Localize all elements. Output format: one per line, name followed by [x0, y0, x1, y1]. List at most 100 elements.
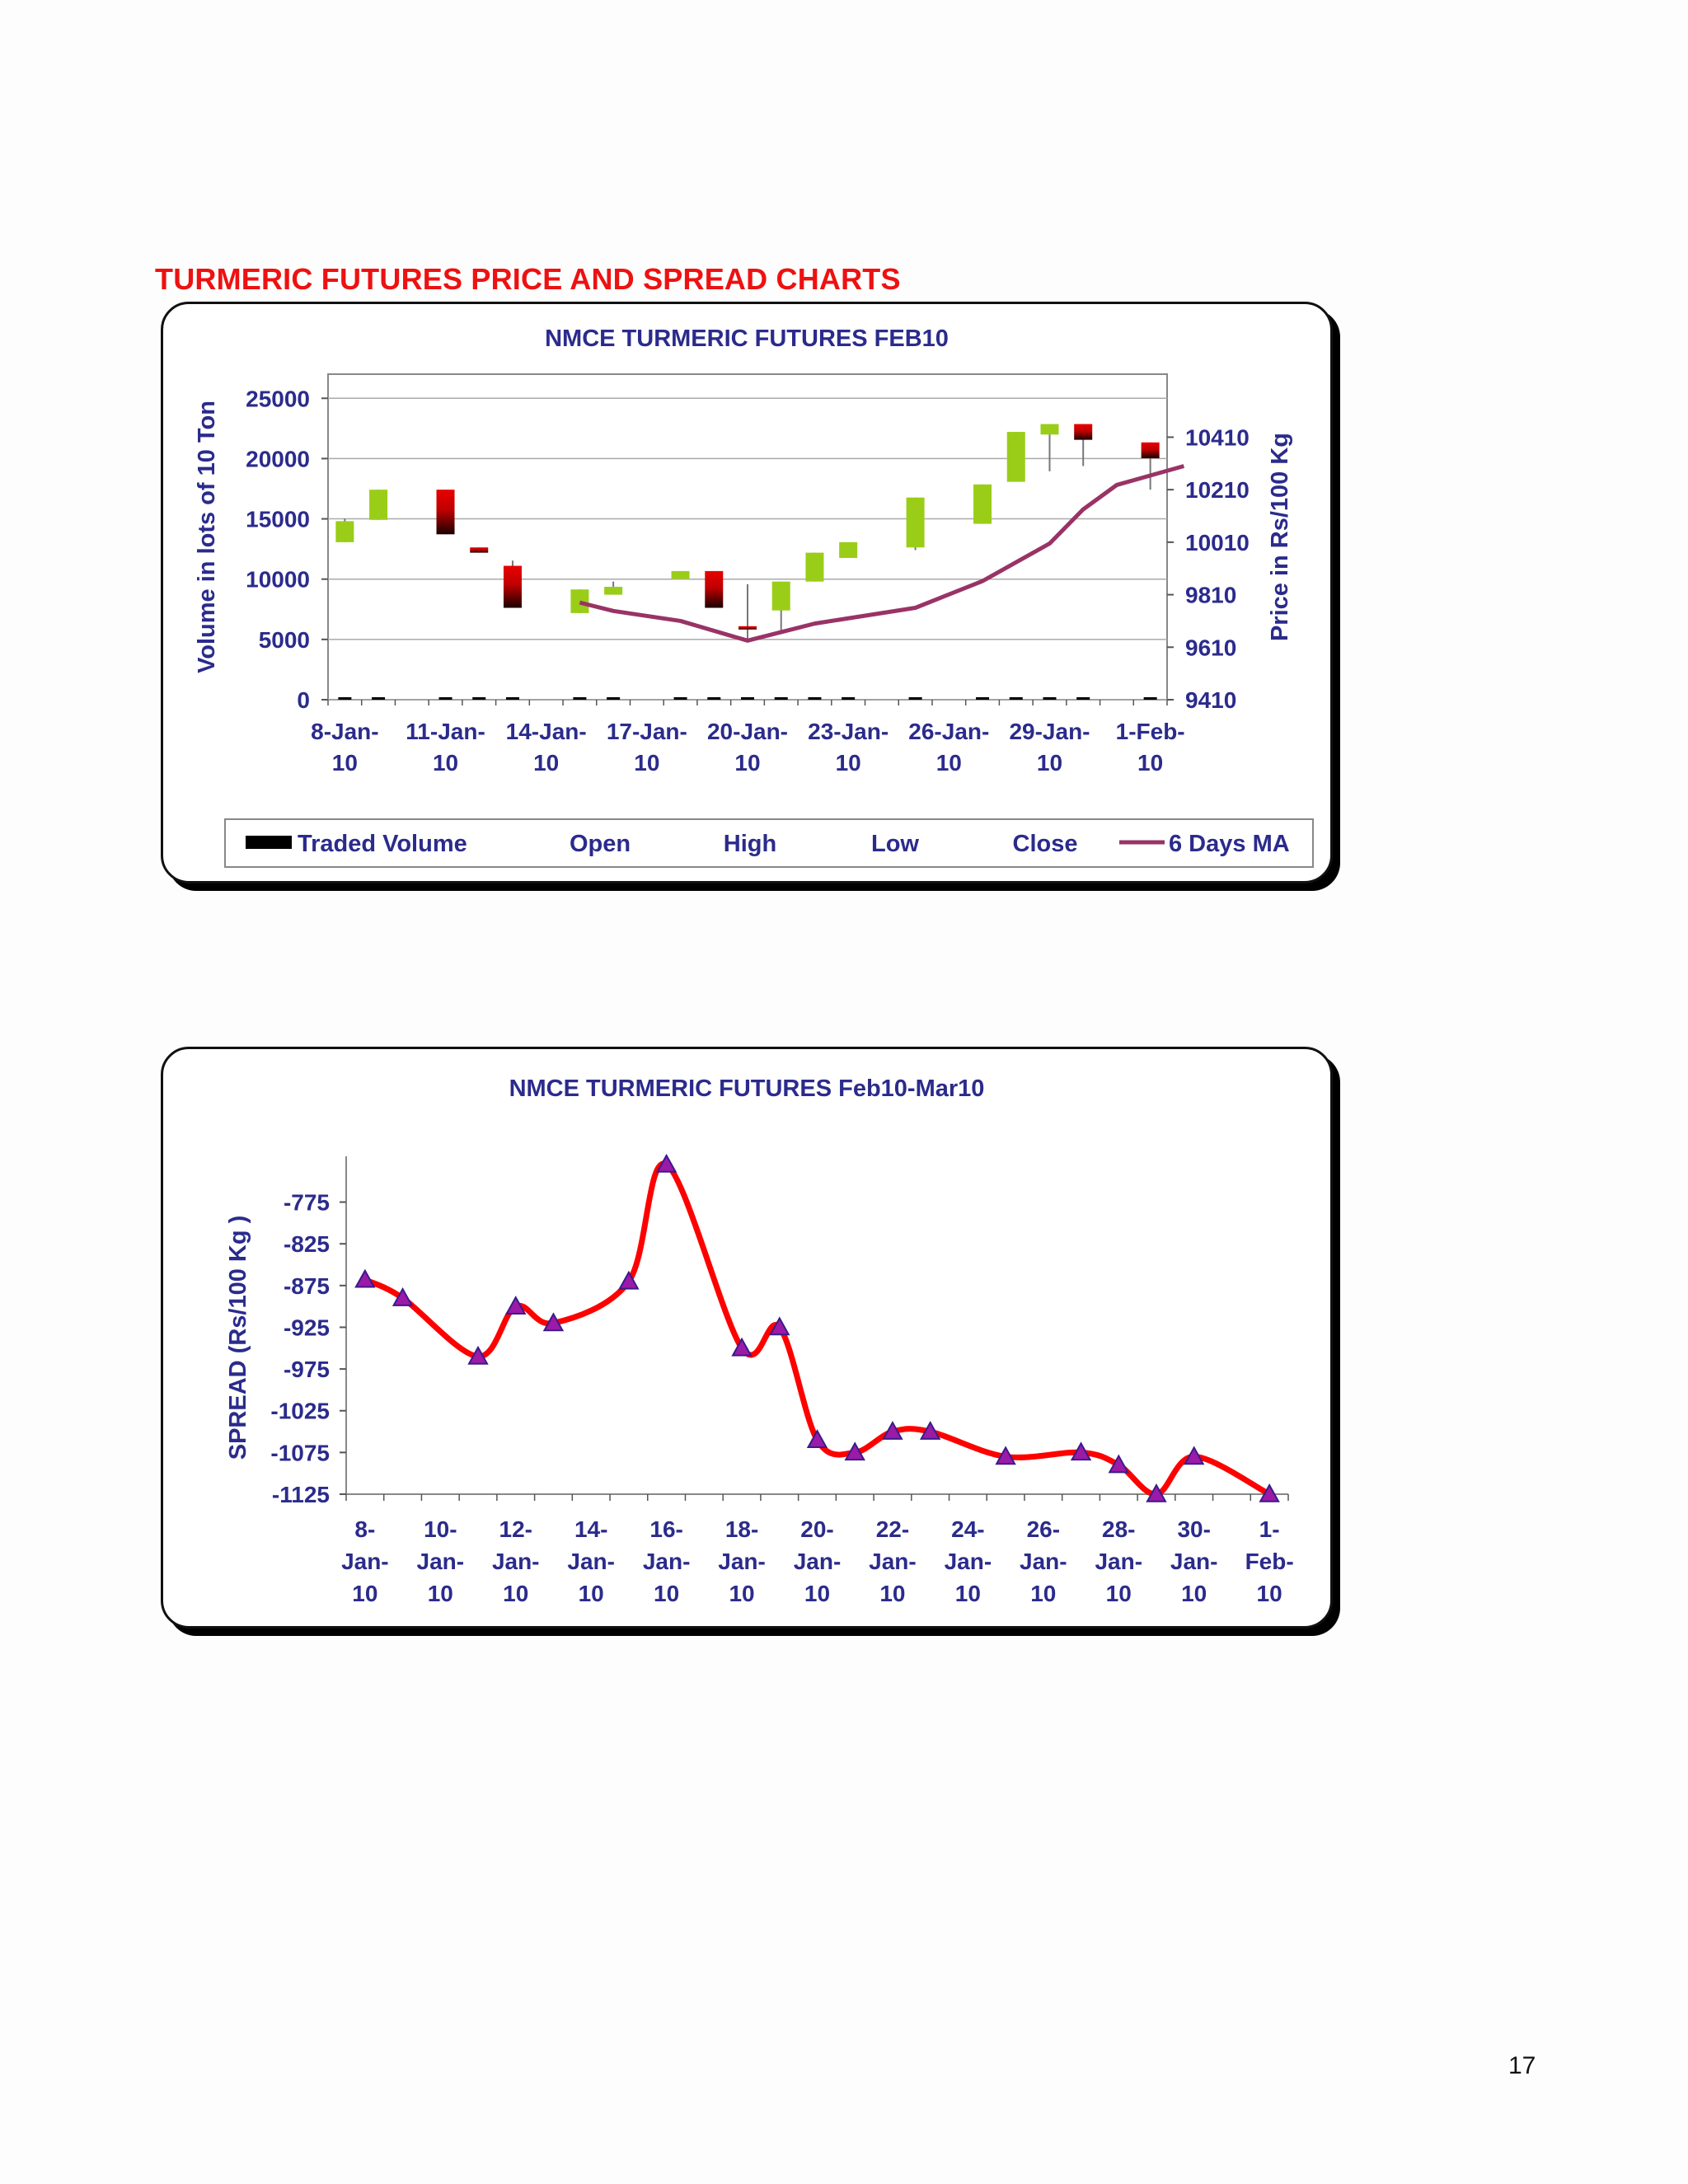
x-tick-label: 17-Jan- 10 — [607, 719, 687, 776]
x-tick-label: 22- Jan- 10 — [869, 1516, 917, 1606]
y-tick-label: -775 — [284, 1190, 330, 1216]
volume-bar — [842, 697, 856, 700]
spread-point-marker — [919, 1420, 941, 1440]
spread-point-marker — [1259, 1483, 1280, 1502]
x-tick-label: 20-Jan- 10 — [707, 719, 788, 776]
x-tick-line: Jan- — [567, 1549, 615, 1574]
spread-point-marker — [1108, 1454, 1129, 1474]
y2-tick-label: 10010 — [1185, 530, 1250, 555]
volume-bar — [808, 697, 822, 700]
x-tick-line: 24- — [951, 1516, 984, 1542]
candle-down — [738, 626, 757, 630]
volume-bar — [741, 697, 754, 700]
candle-up — [805, 552, 824, 582]
x-tick-line: 10 — [804, 1581, 830, 1606]
y-tick-label: 0 — [297, 687, 310, 713]
candle-up — [1040, 424, 1059, 435]
x-tick-label: 8- Jan- 10 — [341, 1516, 389, 1606]
x-tick-line: 10 — [1137, 750, 1163, 776]
x-tick-line: 22- — [876, 1516, 909, 1542]
candle-up — [369, 490, 388, 520]
x-tick-line: Jan- — [643, 1549, 691, 1574]
legend-entry: Traded Volume — [298, 831, 467, 857]
candle-up — [973, 484, 992, 524]
spread-line-chart: NMCE TURMERIC FUTURES Feb10-Mar10 -775 -82… — [225, 1076, 1294, 1606]
volume-bar — [1009, 697, 1023, 700]
candle-down — [1141, 442, 1160, 458]
y-tick-label: -975 — [284, 1357, 330, 1382]
candle-down — [470, 547, 489, 553]
y2-tick-label: 10410 — [1185, 424, 1250, 450]
x-tick-label: 18- Jan- 10 — [718, 1516, 766, 1606]
x-tick-label: 26- Jan- 10 — [1020, 1516, 1067, 1606]
x-tick-label: 24- Jan- 10 — [945, 1516, 992, 1606]
candle-up — [604, 587, 623, 595]
volume-bar — [1043, 697, 1057, 700]
x-tick-line: 10 — [1257, 1581, 1282, 1606]
x-tick-line: 26-Jan- — [908, 719, 989, 744]
volume-bar — [774, 697, 788, 700]
x-tick-line: 10 — [634, 750, 659, 776]
volume-bar — [707, 697, 721, 700]
spread-point-marker — [882, 1420, 903, 1440]
spread-point-marker — [655, 1153, 678, 1173]
spread-point-marker — [731, 1337, 753, 1357]
x-tick-line: 10 — [433, 750, 458, 776]
x-tick-line: Jan- — [341, 1549, 389, 1574]
price-chart-panel: NMCE TURMERIC FUTURES FEB10 0 5000 10000 150… — [161, 302, 1333, 883]
x-tick-label: 1-Feb- 10 — [1116, 719, 1185, 776]
volume-bar — [673, 697, 687, 700]
x-tick-line: Jan- — [945, 1549, 992, 1574]
x-tick-line: 11-Jan- — [406, 719, 485, 744]
candle-down — [503, 565, 522, 608]
x-tick-line: 16- — [649, 1516, 682, 1542]
volume-bar — [338, 697, 352, 700]
y-tick-label: -925 — [284, 1315, 330, 1340]
volume-bar — [1076, 697, 1090, 700]
x-tick-line: 17-Jan- — [607, 719, 687, 744]
candle-up — [570, 589, 589, 613]
y-tick-label: -875 — [284, 1273, 330, 1299]
spread-point-marker — [467, 1345, 489, 1365]
x-tick-line: 10 — [579, 1581, 604, 1606]
volume-bar — [505, 697, 519, 700]
legend-entry: Low — [871, 831, 919, 857]
legend-entry: Close — [1013, 831, 1078, 857]
x-tick-line: 18- — [725, 1516, 758, 1542]
x-tick-line: 10 — [352, 1581, 377, 1606]
x-tick-line: 10 — [332, 750, 358, 776]
volume-bar — [372, 697, 386, 700]
x-tick-label: 12- Jan- 10 — [492, 1516, 540, 1606]
x-tick-line: 10 — [428, 1581, 453, 1606]
chart-title: NMCE TURMERIC FUTURES Feb10-Mar10 — [509, 1076, 985, 1102]
x-tick-line: 10 — [836, 750, 861, 776]
x-tick-line: 26- — [1027, 1516, 1060, 1542]
x-tick-line: Jan- — [1095, 1549, 1142, 1574]
x-tick-line: 20-Jan- — [707, 719, 788, 744]
x-tick-line: 14-Jan- — [506, 719, 587, 744]
y2-tick-label: 10210 — [1185, 477, 1250, 503]
legend-entry: 6 Days MA — [1169, 831, 1290, 857]
y-tick-label: 20000 — [246, 446, 310, 471]
volume-bar — [607, 697, 621, 700]
volume-bar — [438, 697, 452, 700]
x-tick-line: Jan- — [1170, 1549, 1218, 1574]
x-tick-line: 12- — [499, 1516, 532, 1542]
x-tick-line: 10 — [1037, 750, 1062, 776]
x-tick-line: Jan- — [492, 1549, 540, 1574]
y-tick-label: -1025 — [270, 1399, 330, 1424]
x-tick-line: 10 — [734, 750, 760, 776]
y-axis-label: Volume in lots of 10 Ton — [194, 401, 220, 673]
legend-volume-swatch — [246, 836, 292, 849]
plot-area — [327, 373, 1168, 701]
volume-bar — [573, 697, 587, 700]
x-tick-line: 14- — [574, 1516, 607, 1542]
x-tick-line: 10 — [955, 1581, 981, 1606]
y2-tick-label: 9610 — [1185, 635, 1236, 660]
legend-entry: High — [724, 831, 776, 857]
x-tick-line: Feb- — [1245, 1549, 1294, 1574]
volume-bar — [908, 697, 922, 700]
spread-point-marker — [505, 1296, 527, 1315]
y-tick-label: 25000 — [246, 386, 310, 411]
x-tick-line: 10 — [533, 750, 559, 776]
